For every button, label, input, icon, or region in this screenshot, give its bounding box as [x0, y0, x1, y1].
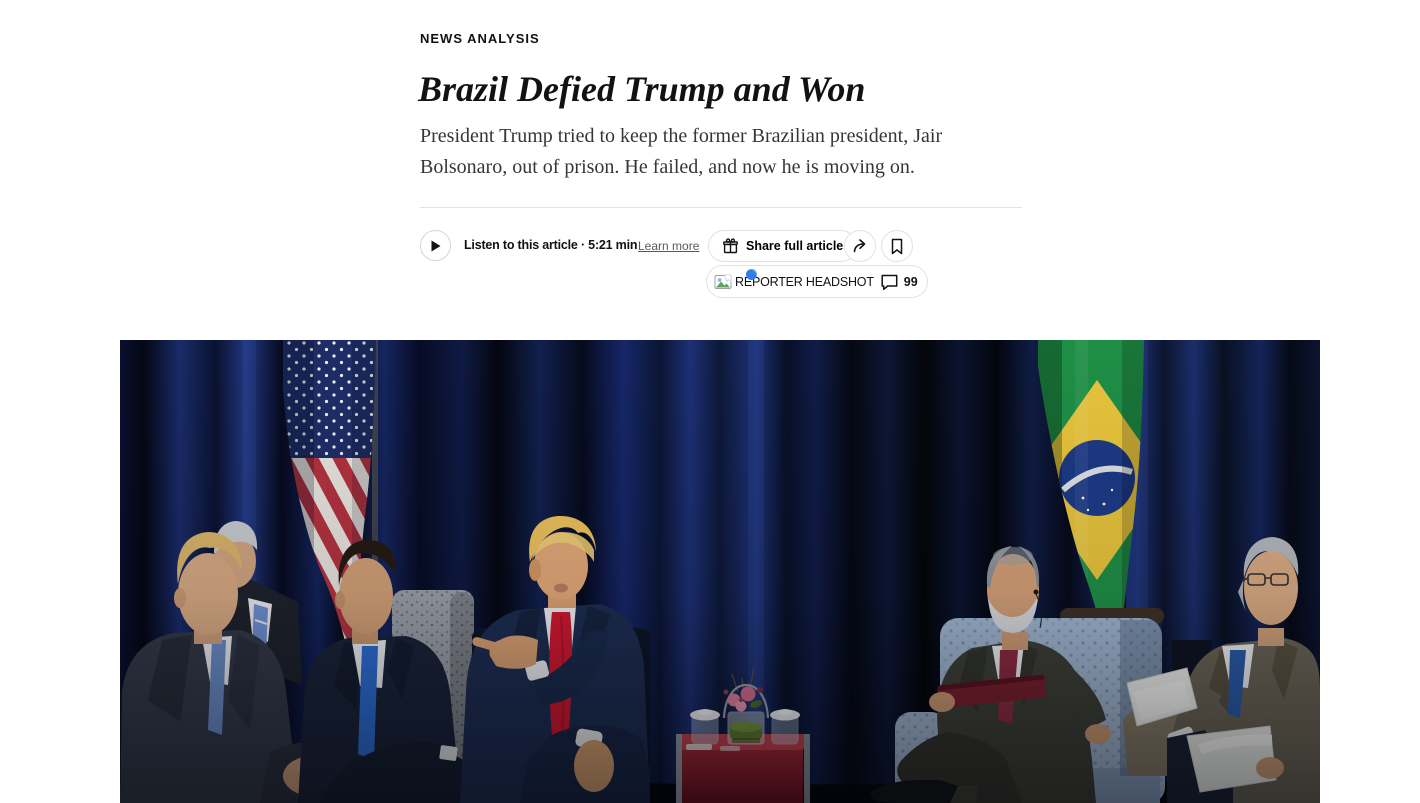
share-full-article-button[interactable]: Share full article [708, 230, 858, 262]
article-headline: Brazil Defied Trump and Won [418, 69, 866, 109]
listen-duration-text: Listen to this article · 5:21 min [464, 238, 638, 252]
byline-comments-button[interactable]: REPORTER HEADSHOT 99 [706, 265, 928, 298]
share-full-article-label: Share full article [746, 239, 844, 253]
learn-more-link[interactable]: Learn more [638, 239, 700, 253]
byline-alt-text: REPORTER HEADSHOT [735, 274, 874, 289]
meeting-photo-illustration [120, 340, 1320, 803]
article-summary: President Trump tried to keep the former… [420, 125, 943, 178]
comments-count: 99 [903, 274, 918, 289]
share-arrow-icon [852, 238, 869, 254]
save-button[interactable] [881, 230, 913, 262]
article-lead-photo [120, 340, 1320, 803]
share-button[interactable] [844, 230, 876, 262]
header-divider [420, 207, 1022, 208]
play-icon [430, 240, 441, 252]
gift-icon [722, 237, 739, 255]
article-toolbar: Listen to this article · 5:21 min Learn … [420, 230, 1022, 264]
broken-image-icon [714, 273, 732, 291]
bookmark-icon [890, 238, 904, 255]
notification-dot [746, 269, 757, 280]
article-kicker: NEWS ANALYSIS [420, 31, 540, 46]
listen-play-button[interactable] [420, 230, 451, 261]
comment-bubble-icon [880, 273, 899, 291]
